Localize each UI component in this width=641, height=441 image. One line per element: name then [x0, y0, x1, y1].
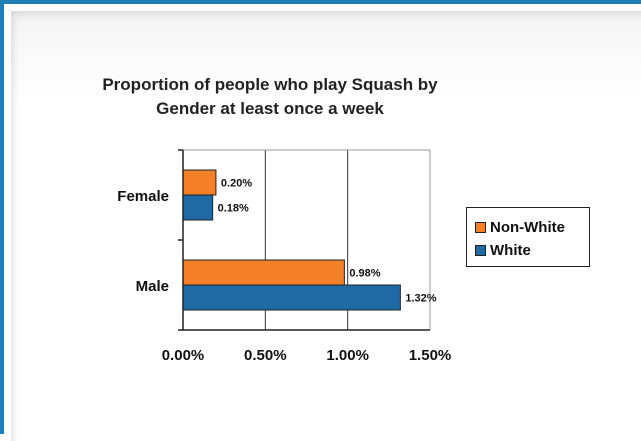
data-label: 0.18% — [218, 203, 249, 215]
legend-item-white: White — [475, 241, 531, 259]
x-tick-label: 0.00% — [162, 347, 205, 364]
legend-swatch-non-white — [475, 221, 486, 233]
x-tick-label: 1.00% — [326, 347, 369, 364]
bar — [182, 169, 217, 196]
chart-title-line-2: Gender at least once a week — [156, 99, 384, 118]
bar — [182, 259, 345, 286]
chart-title-line-1: Proportion of people who play Squash by — [102, 75, 438, 94]
legend: Non-White White — [466, 207, 590, 267]
category-label: Male — [136, 278, 169, 295]
bar — [182, 194, 214, 221]
category-label: Female — [117, 188, 169, 205]
legend-swatch-white — [475, 244, 486, 256]
x-tick-label: 1.50% — [409, 347, 452, 364]
chart-title: Proportion of people who play Squash by … — [100, 73, 440, 121]
data-label: 0.20% — [221, 178, 252, 190]
data-label: 1.32% — [405, 293, 436, 305]
legend-item-non-white: Non-White — [475, 218, 565, 236]
data-label: 0.98% — [349, 268, 380, 280]
legend-label-non-white: Non-White — [490, 218, 565, 236]
bar — [182, 284, 401, 311]
x-tick-label: 0.50% — [244, 347, 287, 364]
legend-label-white: White — [490, 241, 531, 259]
